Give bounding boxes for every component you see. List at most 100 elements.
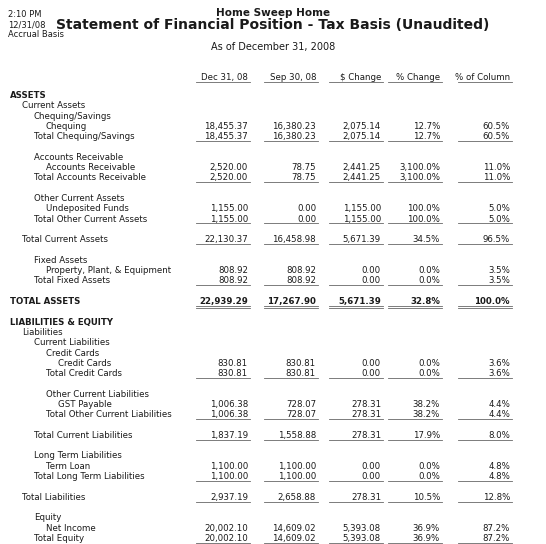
Text: Credit Cards: Credit Cards (58, 359, 111, 368)
Text: 78.75: 78.75 (292, 174, 316, 182)
Text: 830.81: 830.81 (218, 359, 248, 368)
Text: 808.92: 808.92 (218, 276, 248, 286)
Text: Other Current Assets: Other Current Assets (34, 194, 124, 203)
Text: Dec 31, 08: Dec 31, 08 (201, 73, 248, 82)
Text: 5,671.39: 5,671.39 (339, 297, 381, 306)
Text: Statement of Financial Position - Tax Basis (Unaudited): Statement of Financial Position - Tax Ba… (56, 18, 490, 32)
Text: Sep 30, 08: Sep 30, 08 (270, 73, 316, 82)
Text: 808.92: 808.92 (218, 266, 248, 275)
Text: 20,002.10: 20,002.10 (204, 523, 248, 533)
Text: Total Fixed Assets: Total Fixed Assets (34, 276, 110, 286)
Text: 1,006.38: 1,006.38 (210, 410, 248, 419)
Text: 12.8%: 12.8% (483, 493, 510, 502)
Text: 18,455.37: 18,455.37 (204, 122, 248, 131)
Text: Other Current Liabilities: Other Current Liabilities (46, 390, 149, 399)
Text: 12/31/08: 12/31/08 (8, 20, 45, 29)
Text: 0.00: 0.00 (362, 359, 381, 368)
Text: Property, Plant, & Equipment: Property, Plant, & Equipment (46, 266, 171, 275)
Text: 60.5%: 60.5% (483, 132, 510, 141)
Text: Total Current Assets: Total Current Assets (22, 235, 108, 244)
Text: 0.00: 0.00 (362, 369, 381, 378)
Text: % of Column: % of Column (455, 73, 510, 82)
Text: 36.9%: 36.9% (413, 534, 440, 543)
Text: 2,937.19: 2,937.19 (210, 493, 248, 502)
Text: 11.0%: 11.0% (483, 174, 510, 182)
Text: TOTAL ASSETS: TOTAL ASSETS (10, 297, 80, 306)
Text: 1,006.38: 1,006.38 (210, 400, 248, 409)
Text: 3,100.0%: 3,100.0% (399, 163, 440, 172)
Text: 8.0%: 8.0% (488, 431, 510, 440)
Text: Liabilities: Liabilities (22, 328, 63, 337)
Text: ASSETS: ASSETS (10, 91, 47, 100)
Text: Chequing/Savings: Chequing/Savings (34, 112, 112, 121)
Text: 5.0%: 5.0% (488, 214, 510, 224)
Text: 1,155.00: 1,155.00 (343, 214, 381, 224)
Text: 0.0%: 0.0% (418, 462, 440, 471)
Text: 1,837.19: 1,837.19 (210, 431, 248, 440)
Text: 14,609.02: 14,609.02 (272, 523, 316, 533)
Text: 12.7%: 12.7% (413, 122, 440, 131)
Text: GST Payable: GST Payable (58, 400, 112, 409)
Text: 100.0%: 100.0% (407, 214, 440, 224)
Text: 22,130.37: 22,130.37 (204, 235, 248, 244)
Text: 34.5%: 34.5% (413, 235, 440, 244)
Text: 18,455.37: 18,455.37 (204, 132, 248, 141)
Text: 5.0%: 5.0% (488, 205, 510, 213)
Text: 2,520.00: 2,520.00 (210, 163, 248, 172)
Text: 4.4%: 4.4% (488, 400, 510, 409)
Text: 278.31: 278.31 (351, 493, 381, 502)
Text: 0.0%: 0.0% (418, 276, 440, 286)
Text: 0.00: 0.00 (362, 472, 381, 481)
Text: 3.5%: 3.5% (488, 276, 510, 286)
Text: Total Other Current Liabilities: Total Other Current Liabilities (46, 410, 172, 419)
Text: 728.07: 728.07 (286, 400, 316, 409)
Text: 830.81: 830.81 (218, 369, 248, 378)
Text: 3,100.0%: 3,100.0% (399, 174, 440, 182)
Text: 10.5%: 10.5% (413, 493, 440, 502)
Text: $ Change: $ Change (340, 73, 381, 82)
Text: Total Current Liabilities: Total Current Liabilities (34, 431, 133, 440)
Text: Total Chequing/Savings: Total Chequing/Savings (34, 132, 135, 141)
Text: Undeposited Funds: Undeposited Funds (46, 205, 129, 213)
Text: Term Loan: Term Loan (46, 462, 90, 471)
Text: Chequing: Chequing (46, 122, 87, 131)
Text: 0.00: 0.00 (362, 276, 381, 286)
Text: 0.00: 0.00 (362, 462, 381, 471)
Text: 1,155.00: 1,155.00 (210, 205, 248, 213)
Text: 4.4%: 4.4% (488, 410, 510, 419)
Text: 1,155.00: 1,155.00 (210, 214, 248, 224)
Text: 5,393.08: 5,393.08 (343, 523, 381, 533)
Text: 1,100.00: 1,100.00 (278, 472, 316, 481)
Text: Total Accounts Receivable: Total Accounts Receivable (34, 174, 146, 182)
Text: 78.75: 78.75 (292, 163, 316, 172)
Text: As of December 31, 2008: As of December 31, 2008 (211, 42, 335, 52)
Text: 808.92: 808.92 (286, 276, 316, 286)
Text: 2,441.25: 2,441.25 (343, 163, 381, 172)
Text: 830.81: 830.81 (286, 359, 316, 368)
Text: 5,393.08: 5,393.08 (343, 534, 381, 543)
Text: Fixed Assets: Fixed Assets (34, 256, 87, 265)
Text: Total Liabilities: Total Liabilities (22, 493, 85, 502)
Text: 2:10 PM: 2:10 PM (8, 10, 41, 19)
Text: 2,441.25: 2,441.25 (343, 174, 381, 182)
Text: 16,458.98: 16,458.98 (272, 235, 316, 244)
Text: 38.2%: 38.2% (413, 400, 440, 409)
Text: 4.8%: 4.8% (488, 472, 510, 481)
Text: Net Income: Net Income (46, 523, 96, 533)
Text: 5,671.39: 5,671.39 (343, 235, 381, 244)
Text: LIABILITIES & EQUITY: LIABILITIES & EQUITY (10, 318, 113, 326)
Text: 2,075.14: 2,075.14 (343, 132, 381, 141)
Text: 96.5%: 96.5% (483, 235, 510, 244)
Text: 0.0%: 0.0% (418, 359, 440, 368)
Text: 87.2%: 87.2% (483, 534, 510, 543)
Text: Accounts Receivable: Accounts Receivable (34, 153, 123, 162)
Text: 60.5%: 60.5% (483, 122, 510, 131)
Text: % Change: % Change (396, 73, 440, 82)
Text: 3.5%: 3.5% (488, 266, 510, 275)
Text: 3.6%: 3.6% (488, 359, 510, 368)
Text: Equity: Equity (34, 514, 61, 522)
Text: 1,558.88: 1,558.88 (278, 431, 316, 440)
Text: 17.9%: 17.9% (413, 431, 440, 440)
Text: Total Long Term Liabilities: Total Long Term Liabilities (34, 472, 145, 481)
Text: 2,658.88: 2,658.88 (278, 493, 316, 502)
